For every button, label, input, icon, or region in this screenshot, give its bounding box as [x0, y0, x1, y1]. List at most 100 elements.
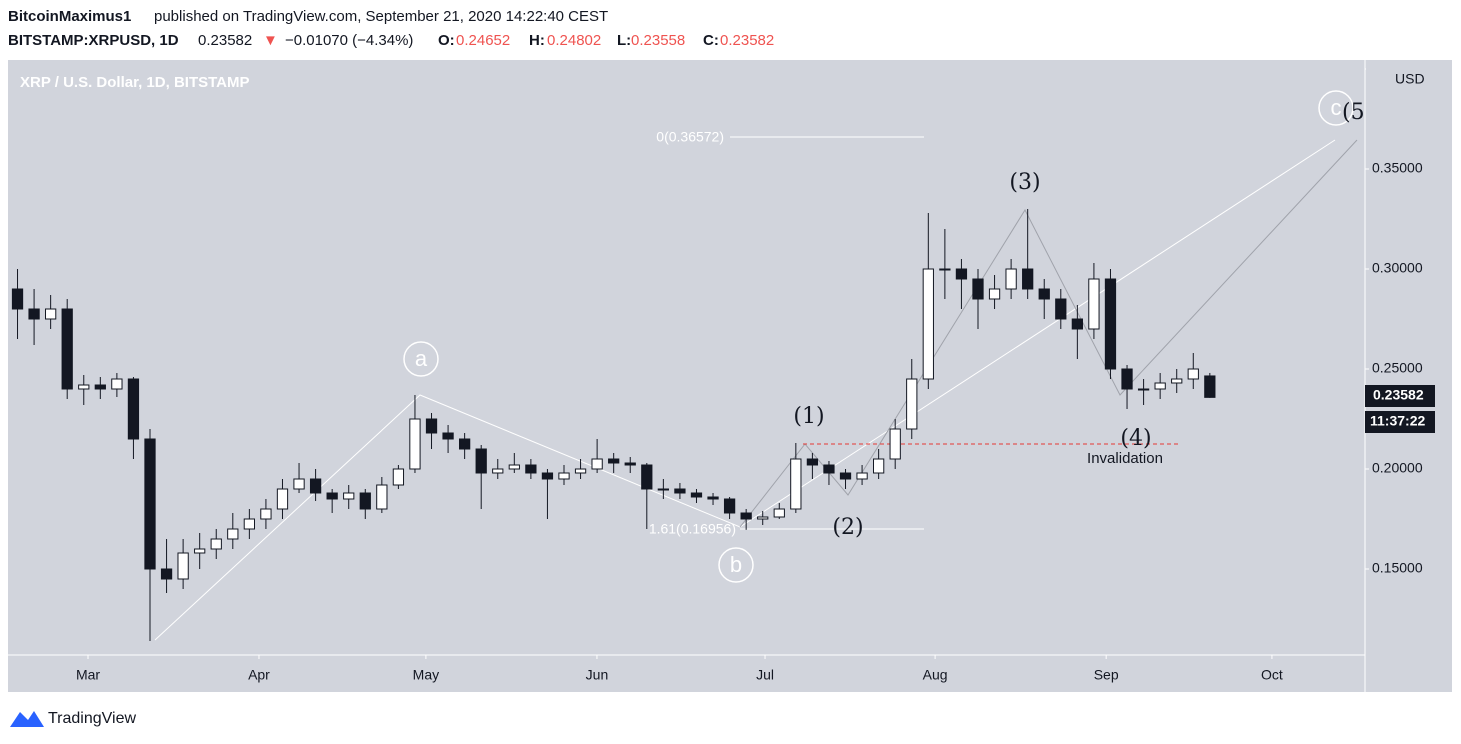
change-arrow: ▼	[263, 32, 278, 49]
candle-body	[343, 492, 355, 500]
candle-body	[740, 512, 752, 520]
candle-body	[674, 488, 686, 494]
candle-body	[541, 472, 554, 480]
candle-body	[293, 478, 305, 490]
candle-body	[409, 418, 421, 470]
candle-body	[873, 458, 885, 474]
candle-body	[160, 568, 173, 580]
candle-body	[1121, 368, 1133, 390]
wave-circle	[403, 341, 439, 377]
candle-body	[906, 378, 918, 430]
candle-body	[45, 308, 57, 320]
candle-body	[326, 492, 338, 500]
change: −0.01070 (−4.34%)	[285, 32, 413, 49]
candle-body	[1171, 378, 1183, 384]
candle-body	[243, 518, 255, 530]
candle-body	[260, 508, 272, 520]
candle-body	[1005, 268, 1017, 290]
wave-label: b	[730, 552, 742, 577]
low-label: L:	[617, 32, 631, 49]
candle-body	[823, 464, 835, 474]
fib-label: 1.61(0.16956)	[649, 521, 736, 537]
candle-body	[508, 464, 520, 470]
candle-body	[194, 548, 206, 554]
fib-label: 0(0.36572)	[656, 129, 724, 145]
x-tick-label: Aug	[923, 667, 948, 683]
candle-body	[757, 516, 769, 520]
candle-body	[889, 428, 901, 460]
candle-body	[1088, 278, 1100, 330]
x-tick-label: Jul	[756, 667, 774, 683]
candle-body	[376, 484, 388, 510]
annotations: a b c (1) (2) (3) (4) (5 0(0.36572) 1.61…	[415, 95, 1365, 577]
candle-body	[28, 308, 40, 320]
candle-body	[11, 288, 24, 310]
candle-body	[210, 538, 222, 550]
currency: USD	[1395, 71, 1425, 87]
candle-body	[624, 462, 636, 466]
candle-body	[1022, 268, 1034, 290]
candle-body	[723, 498, 736, 514]
candle-body	[61, 308, 73, 390]
wave-label: (4)	[1120, 426, 1151, 451]
candle-body	[1038, 288, 1050, 300]
wave-label: c	[1331, 95, 1342, 120]
author: BitcoinMaximus1	[8, 8, 131, 25]
price-tag-label: 0.23582	[1373, 387, 1424, 403]
wave-label: a	[415, 346, 428, 371]
candle-body	[177, 552, 189, 580]
candle-body	[1154, 382, 1166, 390]
candle-body	[839, 472, 852, 480]
candle-body	[988, 288, 1001, 300]
logo: TradingView	[10, 710, 136, 727]
price-tag	[1365, 385, 1435, 407]
candle-body	[922, 268, 934, 380]
candle-body	[608, 458, 620, 464]
invalidation-label: Invalidation	[1087, 450, 1163, 467]
candle-body	[276, 488, 289, 510]
symbol: BITSTAMP:XRPUSD, 1D	[8, 32, 179, 49]
last-price: 0.23582	[198, 32, 252, 49]
abc-wave-line	[154, 139, 1336, 641]
high-value: 0.24802	[547, 32, 601, 49]
x-tick-label: Oct	[1261, 667, 1283, 683]
candle-body	[641, 464, 653, 490]
chart-background	[8, 60, 1452, 692]
candle-body	[492, 468, 504, 474]
wave-label: (3)	[1009, 170, 1040, 195]
published: published on TradingView.com, September …	[154, 8, 608, 25]
candle-body	[707, 496, 719, 500]
wave-circle	[718, 547, 754, 583]
chart-title: XRP / U.S. Dollar, 1D, BITSTAMP	[20, 74, 250, 91]
candle-body	[359, 492, 371, 510]
candle-body	[690, 492, 703, 498]
candle-body	[392, 468, 405, 486]
y-tick-label: 0.30000	[1372, 260, 1423, 276]
candle-body	[144, 438, 156, 570]
y-tick-label: 0.20000	[1372, 460, 1423, 476]
candles	[11, 209, 1216, 641]
wave-label: (1)	[793, 404, 824, 429]
candle-body	[1137, 388, 1150, 391]
candle-body	[806, 458, 819, 466]
candle-body	[111, 378, 123, 390]
brand: TradingView	[48, 710, 136, 727]
candle-body	[1204, 375, 1216, 398]
x-tick-label: Mar	[76, 667, 100, 683]
candle-body	[127, 378, 140, 440]
candle-body	[856, 472, 868, 480]
candle-body	[94, 384, 106, 390]
candle-body	[955, 268, 968, 280]
candle-body	[574, 468, 587, 474]
logo-icon	[10, 711, 44, 727]
candle-body	[1187, 368, 1199, 380]
candle-body	[1055, 298, 1067, 320]
candle-body	[1071, 318, 1083, 330]
drawings	[154, 90, 1358, 641]
candle-body	[657, 488, 669, 491]
close-value: 0.23582	[720, 32, 774, 49]
candle-body	[227, 528, 239, 540]
wave-circle	[1318, 90, 1354, 126]
high-label: H:	[529, 32, 545, 49]
x-tick-label: May	[413, 667, 439, 683]
